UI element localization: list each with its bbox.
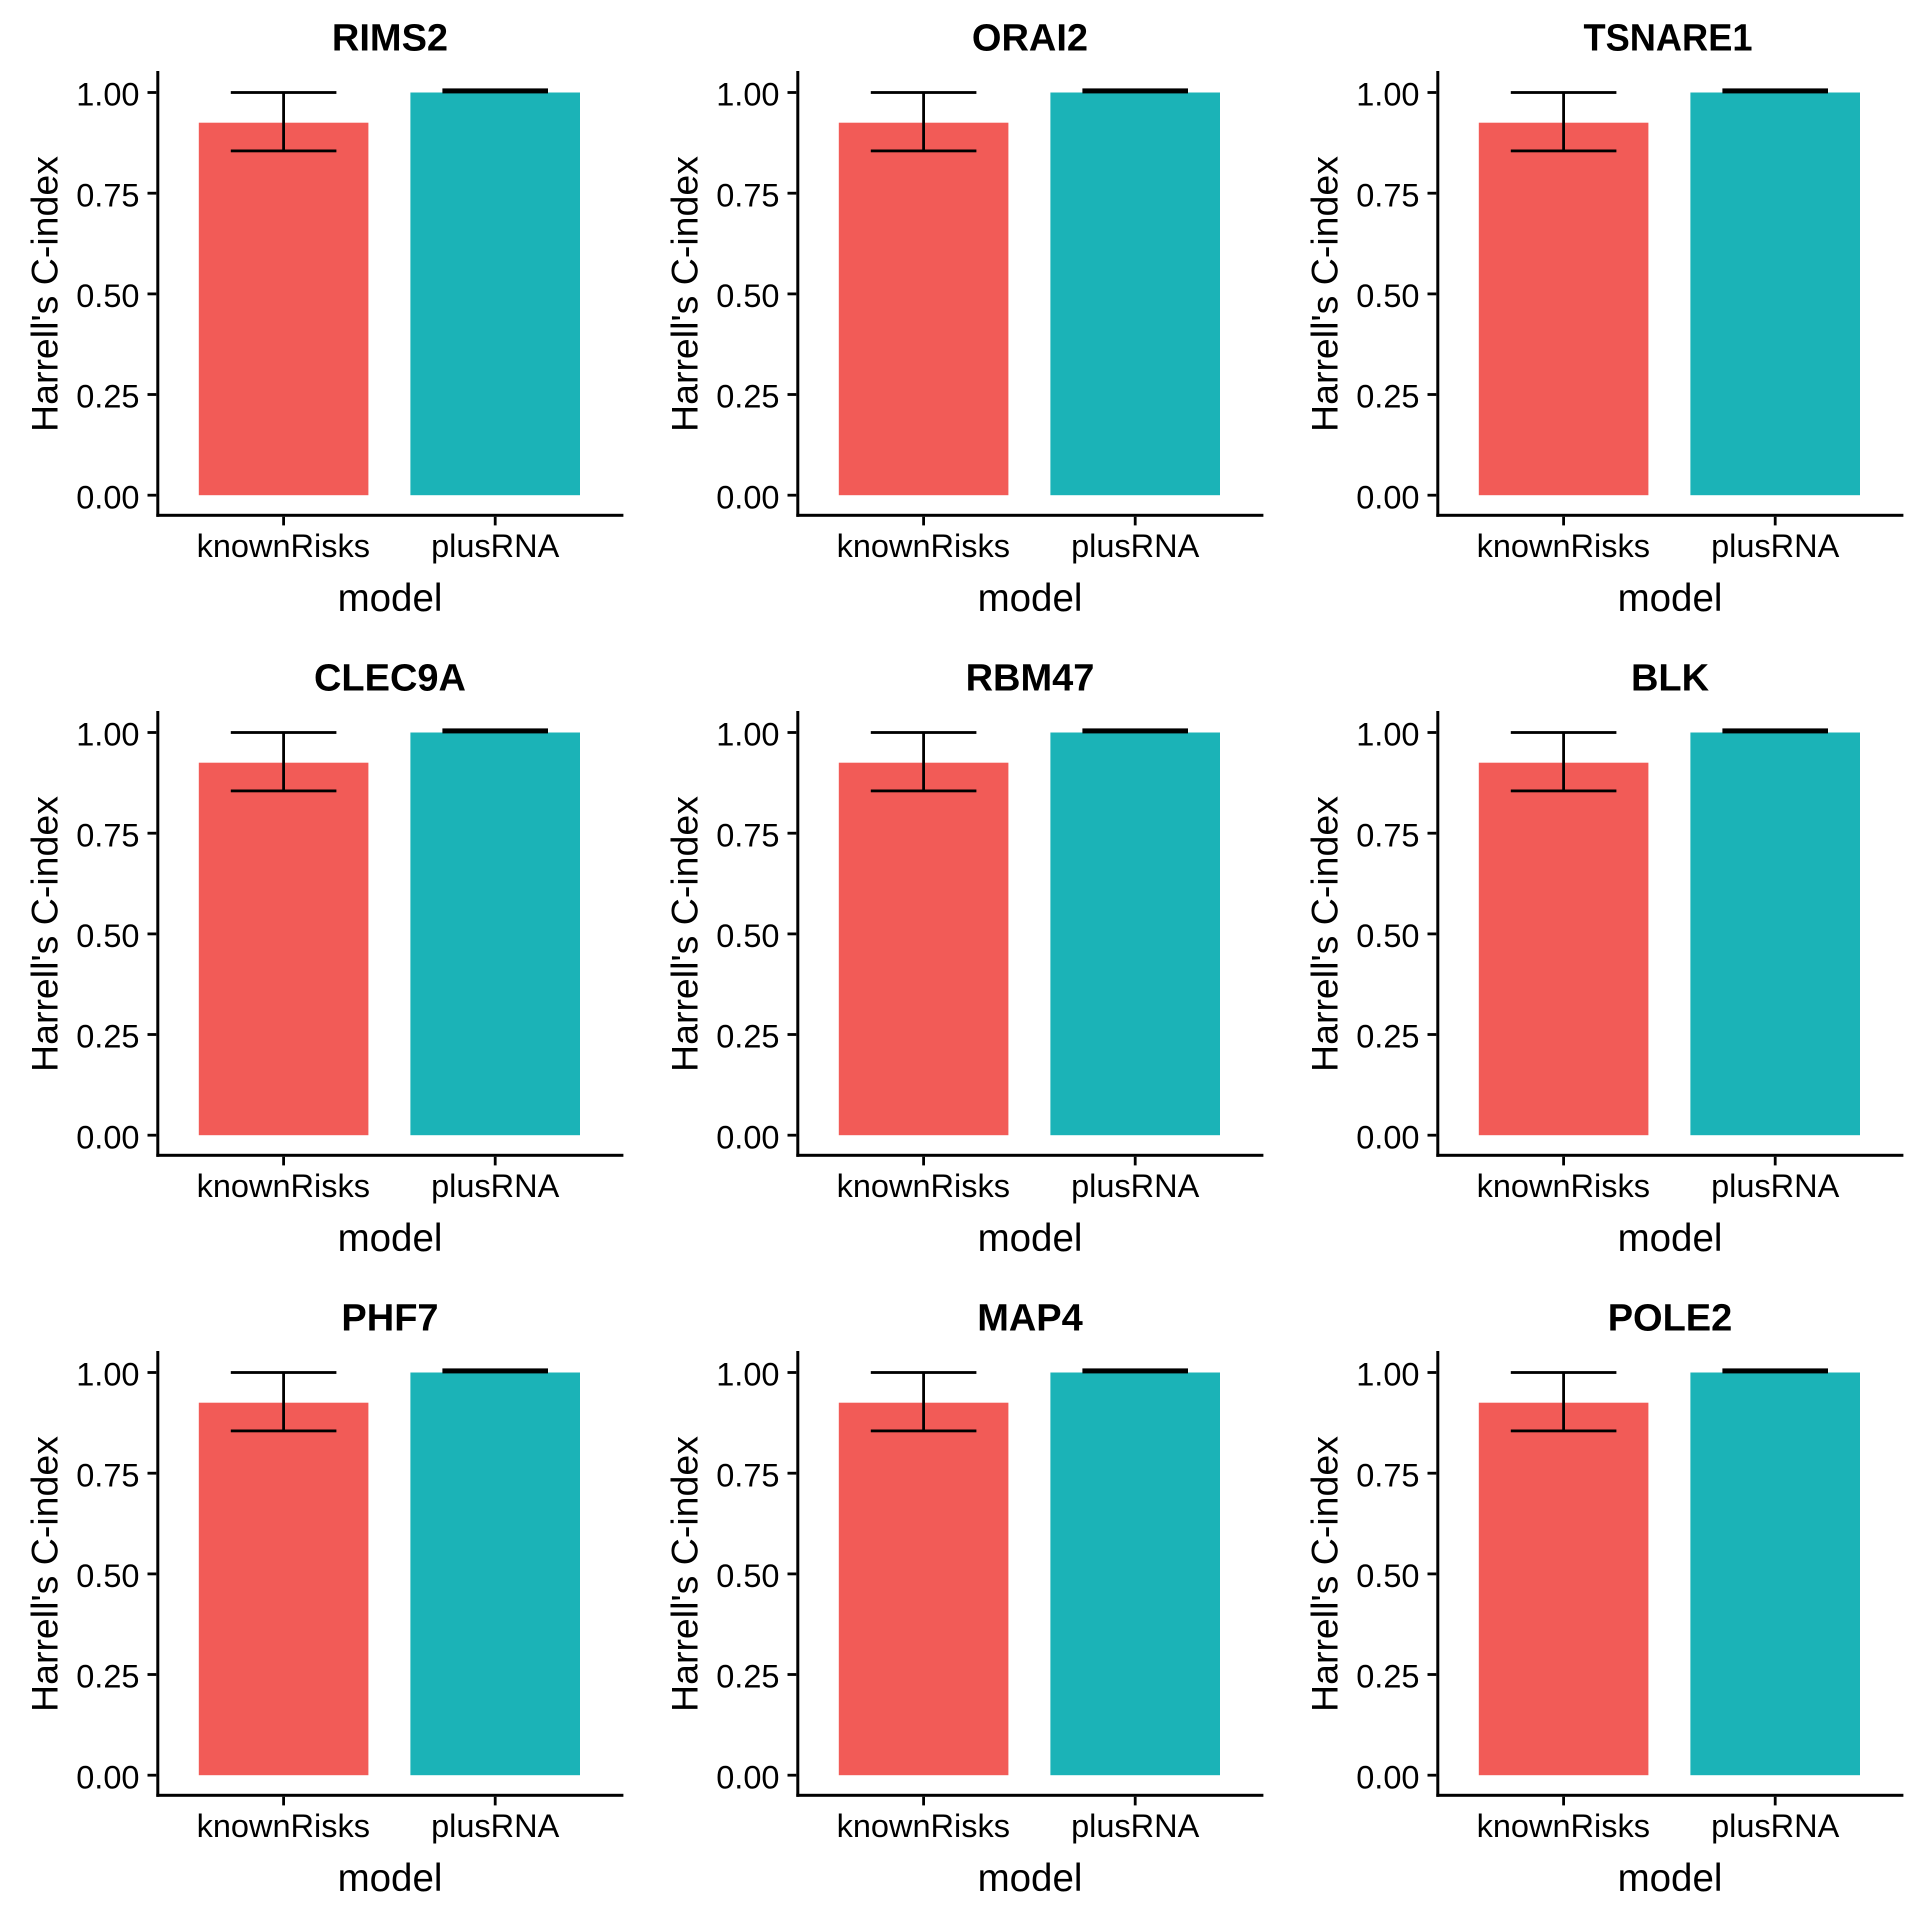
svg-text:MAP4: MAP4 [977,1298,1083,1340]
svg-text:CLEC9A: CLEC9A [314,658,466,700]
svg-text:ORAI2: ORAI2 [972,18,1088,60]
svg-text:TSNARE1: TSNARE1 [1584,18,1753,60]
svg-text:POLE2: POLE2 [1608,1298,1733,1340]
svg-text:RIMS2: RIMS2 [332,18,448,60]
svg-text:BLK: BLK [1631,658,1710,700]
svg-text:RBM47: RBM47 [966,658,1095,700]
svg-text:PHF7: PHF7 [341,1298,438,1340]
